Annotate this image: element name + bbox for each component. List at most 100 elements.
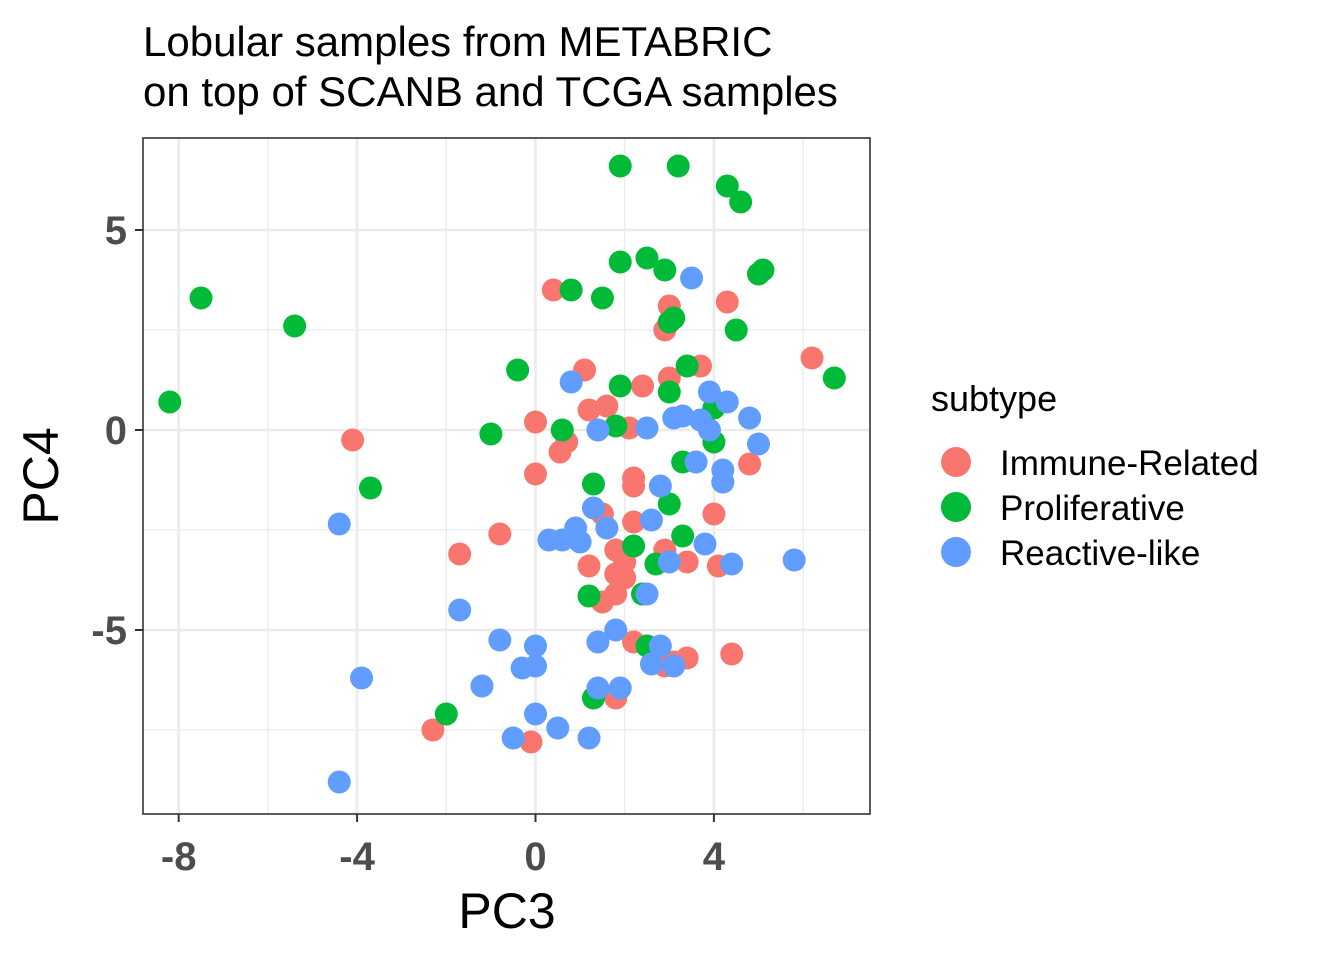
point-proliferative <box>751 258 775 282</box>
legend-label-immune-related: Immune-Related <box>1000 444 1259 483</box>
point-immune-related <box>702 502 726 526</box>
point-immune-related <box>421 718 445 742</box>
point-reactive-like <box>671 404 695 428</box>
x-tick-label: 0 <box>524 835 546 879</box>
point-immune-related <box>622 474 646 498</box>
point-immune-related <box>548 440 572 464</box>
chart-title: Lobular samples from METABRIC on top of … <box>143 18 838 115</box>
x-axis-ticks: -8 -4 0 4 <box>161 814 726 879</box>
point-immune-related <box>519 730 543 754</box>
point-reactive-like <box>684 450 708 474</box>
legend-label-proliferative: Proliferative <box>1000 489 1185 528</box>
point-reactive-like <box>608 676 632 700</box>
point-reactive-like <box>586 676 610 700</box>
point-immune-related <box>675 550 699 574</box>
point-proliferative <box>666 154 690 178</box>
point-proliferative <box>550 418 574 442</box>
point-reactive-like <box>697 380 721 404</box>
point-reactive-like <box>523 702 547 726</box>
point-immune-related <box>800 346 824 370</box>
point-reactive-like <box>586 630 610 654</box>
point-reactive-like <box>327 770 351 794</box>
point-proliferative <box>675 354 699 378</box>
plot-panel-border <box>142 137 871 815</box>
point-reactive-like <box>648 474 672 498</box>
legend-key-immune-related <box>941 447 971 477</box>
chart-title-line-2: on top of SCANB and TCGA samples <box>143 68 838 115</box>
point-proliferative <box>434 702 458 726</box>
point-proliferative <box>729 190 753 214</box>
point-reactive-like <box>327 512 351 536</box>
point-reactive-like <box>350 666 374 690</box>
point-reactive-like <box>523 654 547 678</box>
point-reactive-like <box>448 598 472 622</box>
chart-title-line-1: Lobular samples from METABRIC <box>143 18 772 65</box>
point-proliferative <box>581 472 605 496</box>
point-immune-related <box>738 452 762 476</box>
y-tick-label: -5 <box>91 609 127 653</box>
data-points <box>158 154 846 794</box>
y-tick-label: 0 <box>105 409 127 453</box>
point-proliferative <box>724 318 748 342</box>
point-reactive-like <box>568 530 592 554</box>
legend-title: subtype <box>931 378 1057 419</box>
x-tick-label: 4 <box>703 835 726 879</box>
point-proliferative <box>577 584 601 608</box>
point-proliferative <box>608 250 632 274</box>
point-immune-related <box>577 398 601 422</box>
point-reactive-like <box>488 628 512 652</box>
point-proliferative <box>559 278 583 302</box>
point-reactive-like <box>501 726 525 750</box>
point-proliferative <box>608 154 632 178</box>
point-proliferative <box>657 380 681 404</box>
point-proliferative <box>608 374 632 398</box>
point-immune-related <box>523 410 547 434</box>
point-proliferative <box>662 306 686 330</box>
point-reactive-like <box>604 618 628 642</box>
point-proliferative <box>657 492 681 516</box>
point-reactive-like <box>595 516 619 540</box>
point-reactive-like <box>746 432 770 456</box>
point-reactive-like <box>470 674 494 698</box>
legend-key-reactive-like <box>941 537 971 567</box>
point-reactive-like <box>720 552 744 576</box>
y-tick-label: 5 <box>105 209 127 253</box>
x-tick-label: -8 <box>161 835 197 879</box>
point-immune-related <box>577 554 601 578</box>
point-reactive-like <box>639 652 663 676</box>
point-reactive-like <box>523 634 547 658</box>
point-reactive-like <box>586 418 610 442</box>
legend-label-reactive-like: Reactive-like <box>1000 534 1200 573</box>
point-immune-related <box>488 522 512 546</box>
point-reactive-like <box>697 418 721 442</box>
x-axis-title: PC3 <box>458 883 555 939</box>
point-reactive-like <box>693 532 717 556</box>
point-immune-related <box>541 278 565 302</box>
point-proliferative <box>653 258 677 282</box>
point-reactive-like <box>648 634 672 658</box>
point-reactive-like <box>635 582 659 606</box>
point-reactive-like <box>782 548 806 572</box>
point-reactive-like <box>581 496 605 520</box>
point-immune-related <box>341 428 365 452</box>
point-reactive-like <box>680 266 704 290</box>
point-reactive-like <box>639 508 663 532</box>
point-reactive-like <box>635 416 659 440</box>
point-immune-related <box>715 290 739 314</box>
point-immune-related <box>622 510 646 534</box>
point-proliferative <box>671 524 695 548</box>
point-immune-related <box>448 542 472 566</box>
point-reactive-like <box>546 716 570 740</box>
plot-panel <box>143 138 870 814</box>
point-proliferative <box>283 314 307 338</box>
point-reactive-like <box>662 654 686 678</box>
legend-entries: Immune-Related Proliferative Reactive-like <box>941 444 1259 573</box>
point-proliferative <box>822 366 846 390</box>
point-reactive-like <box>738 406 762 430</box>
point-reactive-like <box>559 370 583 394</box>
point-proliferative <box>158 390 182 414</box>
point-immune-related <box>595 394 619 418</box>
y-axis-title: PC4 <box>13 427 69 524</box>
